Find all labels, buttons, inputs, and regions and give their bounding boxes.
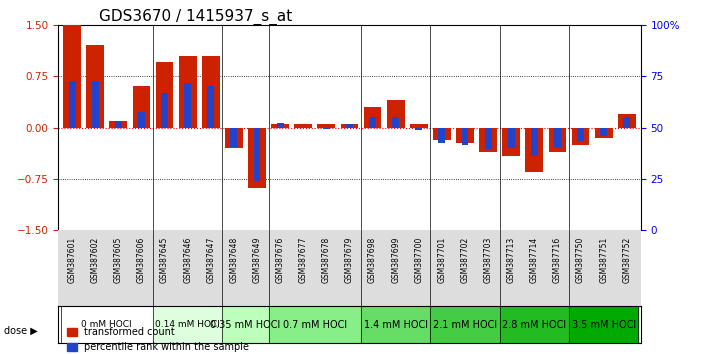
- Bar: [60, 306, 153, 343]
- Bar: [156, 62, 173, 127]
- Bar: [68, 81, 76, 127]
- Bar: [317, 124, 335, 127]
- Bar: [485, 127, 491, 149]
- Text: 0 mM HOCl: 0 mM HOCl: [82, 320, 132, 329]
- Bar: [410, 124, 427, 127]
- Bar: [595, 127, 612, 138]
- Text: dose ▶: dose ▶: [4, 326, 37, 336]
- Bar: [269, 306, 361, 343]
- Bar: [179, 56, 197, 127]
- Bar: [87, 45, 104, 127]
- Text: GSM387752: GSM387752: [622, 236, 631, 282]
- Bar: [600, 127, 607, 136]
- Text: 1.4 mM HOCl: 1.4 mM HOCl: [364, 320, 427, 330]
- Bar: [433, 127, 451, 140]
- Bar: [294, 124, 312, 127]
- Bar: [184, 83, 191, 127]
- Bar: [364, 107, 381, 127]
- Bar: [231, 127, 237, 147]
- Text: 0.14 mM HOCl: 0.14 mM HOCl: [155, 320, 220, 329]
- Text: 0.35 mM HOCl: 0.35 mM HOCl: [210, 320, 280, 330]
- Text: GSM387713: GSM387713: [507, 236, 515, 282]
- Text: GSM387702: GSM387702: [461, 236, 470, 282]
- Bar: [202, 56, 220, 127]
- Text: GSM387602: GSM387602: [91, 236, 100, 282]
- Text: GSM387678: GSM387678: [322, 236, 331, 282]
- Bar: [456, 127, 474, 143]
- Text: GSM387698: GSM387698: [368, 236, 377, 282]
- Bar: [346, 124, 353, 127]
- Text: GSM387750: GSM387750: [576, 236, 585, 283]
- Bar: [571, 127, 590, 145]
- Bar: [63, 25, 81, 127]
- Bar: [253, 127, 261, 181]
- Bar: [161, 93, 168, 127]
- Bar: [526, 127, 543, 172]
- Text: GSM387700: GSM387700: [414, 236, 423, 283]
- Text: 2.1 mM HOCl: 2.1 mM HOCl: [433, 320, 497, 330]
- Text: 0.7 mM HOCl: 0.7 mM HOCl: [282, 320, 347, 330]
- Text: GSM387606: GSM387606: [137, 236, 146, 283]
- Bar: [207, 86, 214, 127]
- Bar: [569, 306, 638, 343]
- Text: GSM387601: GSM387601: [68, 236, 76, 282]
- Bar: [387, 100, 405, 127]
- Text: GSM387647: GSM387647: [206, 236, 215, 283]
- Text: GSM387646: GSM387646: [183, 236, 192, 283]
- Bar: [430, 306, 499, 343]
- Bar: [222, 306, 269, 343]
- Text: GSM387701: GSM387701: [438, 236, 446, 282]
- Text: GSM387716: GSM387716: [553, 236, 562, 282]
- Bar: [618, 114, 636, 127]
- Text: GSM387703: GSM387703: [483, 236, 493, 283]
- Bar: [623, 117, 630, 127]
- Bar: [508, 127, 515, 148]
- Text: GSM387677: GSM387677: [298, 236, 308, 283]
- Text: 2.8 mM HOCl: 2.8 mM HOCl: [502, 320, 566, 330]
- Text: GSM387679: GSM387679: [345, 236, 354, 283]
- Bar: [462, 127, 468, 145]
- Bar: [138, 113, 145, 127]
- Text: GSM387714: GSM387714: [530, 236, 539, 282]
- Bar: [225, 127, 242, 148]
- Bar: [153, 306, 222, 343]
- Text: GSM387676: GSM387676: [276, 236, 285, 283]
- Bar: [272, 124, 289, 127]
- Bar: [577, 127, 584, 141]
- Bar: [499, 306, 569, 343]
- Text: 3.5 mM HOCl: 3.5 mM HOCl: [571, 320, 636, 330]
- Bar: [416, 127, 422, 130]
- Bar: [323, 127, 330, 129]
- Bar: [531, 127, 538, 156]
- Bar: [554, 127, 561, 148]
- Bar: [132, 86, 151, 127]
- Text: GDS3670 / 1415937_s_at: GDS3670 / 1415937_s_at: [99, 8, 292, 25]
- Bar: [115, 121, 122, 127]
- Text: GSM387645: GSM387645: [160, 236, 169, 283]
- Bar: [392, 117, 399, 127]
- Bar: [479, 127, 497, 152]
- Text: GSM387751: GSM387751: [599, 236, 608, 282]
- Text: GSM387699: GSM387699: [391, 236, 400, 283]
- Bar: [341, 124, 358, 127]
- Text: GSM387605: GSM387605: [114, 236, 123, 283]
- Bar: [502, 127, 520, 156]
- Text: GSM387649: GSM387649: [253, 236, 261, 283]
- Bar: [369, 117, 376, 127]
- Bar: [438, 127, 446, 143]
- Text: GSM387648: GSM387648: [229, 236, 238, 282]
- Bar: [548, 127, 566, 152]
- Bar: [248, 127, 266, 188]
- Bar: [277, 123, 283, 127]
- Bar: [109, 121, 127, 127]
- Bar: [361, 306, 430, 343]
- Legend: transformed count, percentile rank within the sample: transformed count, percentile rank withi…: [63, 324, 253, 354]
- Bar: [92, 81, 99, 127]
